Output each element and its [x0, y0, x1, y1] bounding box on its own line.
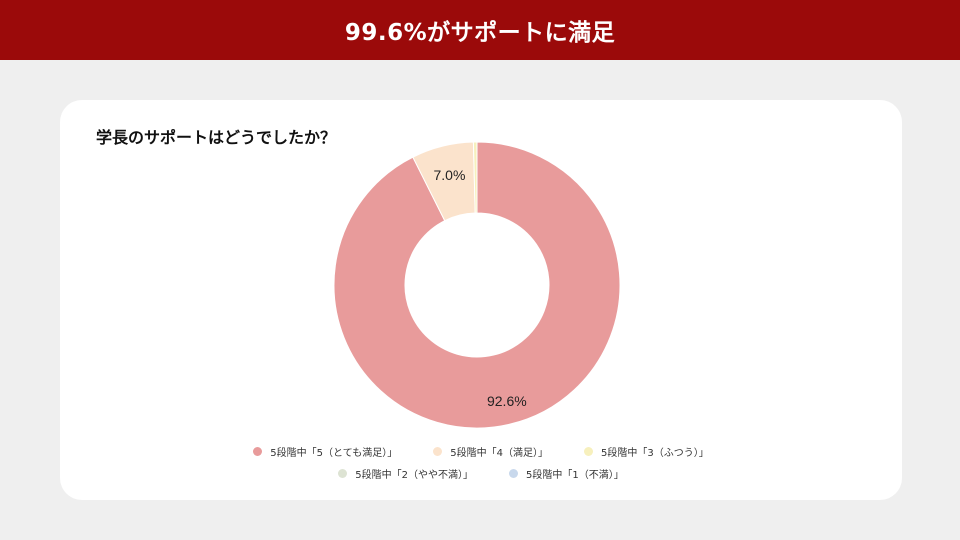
donut-slice-3	[472, 141, 478, 214]
slice-data-label: 92.6%	[487, 393, 527, 409]
banner-title: 99.6%がサポートに満足	[344, 20, 616, 46]
legend-swatch	[583, 446, 593, 456]
legend-swatch	[433, 446, 443, 456]
donut-slice-1	[333, 141, 621, 429]
legend-label: 5段階中「5（とても満足）」	[270, 447, 398, 459]
slice-data-label: 7.0%	[434, 167, 466, 183]
legend-label: 5段階中「2（やや不満）」	[355, 469, 473, 481]
legend-item: 5段階中「4（満足）」	[433, 444, 548, 459]
donut-chart: 92.6% 7.0%	[333, 141, 621, 429]
legend-row: 5段階中「2（やや不満）」 5段階中「1（不満）」	[60, 462, 902, 484]
legend-item: 5段階中「1（不満）」	[509, 466, 624, 481]
legend-label: 5段階中「4（満足）」	[450, 447, 548, 459]
legend-label: 5段階中「1（不満）」	[526, 469, 624, 481]
legend-item: 5段階中「2（やや不満）」	[338, 466, 473, 481]
header-banner: 99.6%がサポートに満足	[0, 0, 960, 60]
chart-title: 学長のサポートはどうでしたか？	[96, 128, 337, 147]
chart-card: 学長のサポートはどうでしたか？ 92.6% 7.0% 5段階中「5（とても満足）」…	[60, 100, 902, 500]
legend-swatch	[509, 468, 518, 478]
chart-legend: 5段階中「5（とても満足）」 5段階中「4（満足）」 5段階中「3（ふつう）」 5段…	[60, 440, 902, 484]
legend-label: 5段階中「3（ふつう）」	[600, 447, 709, 459]
legend-swatch	[253, 446, 263, 456]
legend-swatch	[338, 468, 348, 478]
legend-row: 5段階中「5（とても満足）」 5段階中「4（満足）」 5段階中「3（ふつう）」	[60, 440, 902, 462]
legend-item: 5段階中「5（とても満足）」	[253, 444, 397, 459]
legend-item: 5段階中「3（ふつう）」	[583, 444, 709, 459]
